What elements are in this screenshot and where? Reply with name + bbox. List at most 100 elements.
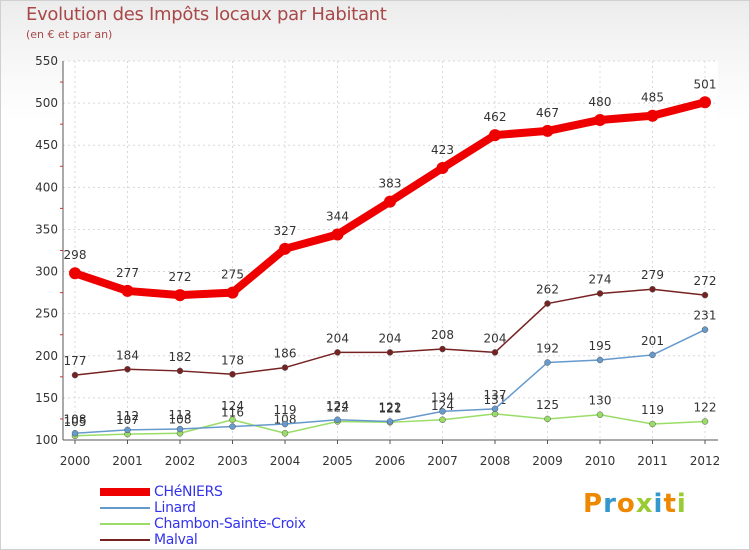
data-point [69, 267, 81, 280]
data-point [229, 423, 236, 430]
data-point [121, 284, 134, 297]
data-point [699, 96, 711, 109]
data-label: 124 [221, 399, 244, 413]
data-label: 124 [326, 399, 349, 413]
logo-letter: i [653, 489, 664, 519]
data-point [71, 430, 79, 437]
x-tick-label: 2011 [637, 454, 668, 468]
y-tick-label: 400 [35, 180, 58, 194]
data-point [701, 326, 709, 333]
data-label: 177 [64, 354, 87, 368]
data-point [491, 405, 499, 413]
x-tick-label: 2004 [270, 454, 301, 468]
logo-letter: P [583, 489, 604, 519]
legend-swatch [100, 488, 150, 496]
data-point [701, 291, 709, 299]
y-tick-label: 350 [35, 222, 58, 236]
legend-label: CHéNIERS [154, 484, 223, 500]
data-label: 134 [431, 390, 454, 404]
data-label: 130 [589, 394, 612, 408]
data-point [334, 416, 341, 424]
y-tick-label: 300 [35, 265, 58, 279]
data-label: 108 [64, 412, 87, 426]
x-tick-label: 2006 [375, 454, 406, 468]
data-point [544, 359, 551, 366]
data-point [594, 113, 606, 126]
data-point [124, 366, 131, 373]
data-point [489, 129, 501, 142]
data-label: 113 [169, 408, 192, 422]
legend-item: Chambon-Sainte-Croix [100, 516, 360, 532]
y-tick-label: 550 [35, 54, 58, 68]
data-label: 279 [641, 268, 664, 282]
logo-letter: o [616, 489, 636, 519]
y-tick-label: 500 [35, 96, 58, 110]
data-point [596, 290, 604, 297]
data-label: 272 [694, 274, 717, 288]
data-label: 124 [431, 399, 454, 413]
legend-swatch [100, 507, 150, 509]
data-label: 125 [536, 398, 559, 412]
data-label: 298 [64, 248, 87, 262]
data-label: 192 [536, 342, 559, 356]
data-label: 204 [326, 331, 349, 345]
data-point [649, 351, 656, 359]
y-tick-label: 200 [35, 349, 58, 363]
data-point [331, 228, 344, 241]
data-label: 480 [589, 95, 612, 109]
data-label: 137 [484, 388, 507, 402]
data-label: 186 [274, 347, 297, 361]
data-label: 201 [641, 334, 664, 348]
logo-letter: r [603, 489, 617, 519]
data-label: 485 [641, 91, 664, 105]
data-point [229, 416, 236, 424]
x-tick-label: 2012 [690, 454, 721, 468]
data-point [279, 242, 291, 255]
legend-label: Linard [154, 500, 196, 516]
data-label: 344 [326, 209, 349, 223]
data-label: 107 [116, 413, 139, 427]
data-label: 108 [169, 412, 192, 426]
proxiti-logo: Proxiti [583, 489, 687, 519]
y-tick-label: 250 [35, 307, 58, 321]
data-label: 327 [274, 224, 297, 238]
data-label: 122 [694, 400, 717, 414]
data-label: 178 [221, 353, 244, 367]
data-label: 383 [379, 177, 402, 191]
data-point [544, 415, 551, 423]
data-label: 208 [431, 328, 454, 342]
data-label: 182 [169, 350, 192, 364]
chart-title: Evolution des Impôts locaux par Habitant [26, 4, 387, 25]
data-point [176, 425, 184, 433]
logo-letter: i [676, 489, 687, 519]
data-label: 122 [326, 400, 349, 414]
data-point [124, 426, 131, 434]
x-tick-label: 2000 [60, 454, 91, 468]
legend-item: Malval [100, 532, 360, 548]
y-tick-label: 150 [35, 391, 58, 405]
chart-subtitle: (en € et par an) [26, 28, 113, 41]
x-tick-label: 2010 [585, 454, 616, 468]
data-point [596, 356, 604, 364]
logo-letter: x [635, 489, 654, 519]
data-label: 231 [694, 309, 717, 323]
data-point [701, 418, 709, 425]
logo-letter: t [663, 489, 677, 519]
legend-swatch [100, 523, 150, 525]
data-point [439, 408, 446, 415]
legend-item: Linard [100, 500, 360, 516]
legend: CHéNIERS Linard Chambon-Sainte-Croix Malval [100, 484, 360, 548]
data-label: 121 [379, 401, 402, 415]
data-label: 119 [641, 403, 664, 417]
data-label: 119 [274, 403, 297, 417]
data-label: 184 [116, 348, 139, 362]
x-tick-label: 2002 [165, 454, 196, 468]
data-point [386, 418, 394, 425]
data-point [646, 109, 659, 122]
data-point [541, 124, 554, 137]
data-point [334, 349, 341, 356]
data-point [226, 286, 239, 299]
